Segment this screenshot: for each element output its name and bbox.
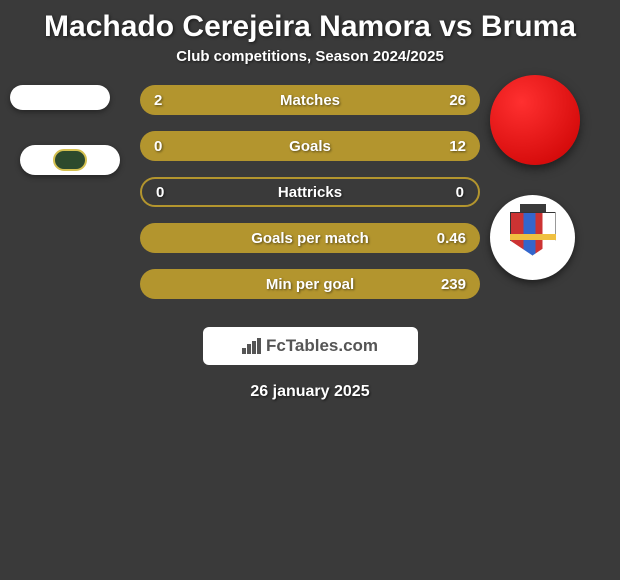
stat-row-min-per-goal: Min per goal 239 <box>140 269 480 299</box>
braga-crest-icon <box>510 212 556 264</box>
stat-left-value: 2 <box>154 92 162 109</box>
team-right-crest <box>490 195 575 280</box>
stat-label: Goals per match <box>140 230 480 247</box>
player-left-avatar <box>10 85 110 110</box>
stat-right-value: 239 <box>441 276 466 293</box>
comparison-panel: 2 Matches 26 0 Goals 12 0 Hattricks 0 Go… <box>0 85 620 315</box>
stat-row-hattricks: 0 Hattricks 0 <box>140 177 480 207</box>
stat-row-goals-per-match: Goals per match 0.46 <box>140 223 480 253</box>
stat-right-value: 0.46 <box>437 230 466 247</box>
left-player-column <box>10 85 120 175</box>
stat-row-matches: 2 Matches 26 <box>140 85 480 115</box>
player-right-avatar <box>490 75 580 165</box>
boavista-crest-icon <box>53 149 87 171</box>
right-player-column <box>490 85 600 280</box>
stat-label: Min per goal <box>140 276 480 293</box>
stat-right-value: 12 <box>449 138 466 155</box>
stat-right-value: 26 <box>449 92 466 109</box>
footer-date: 26 january 2025 <box>0 383 620 401</box>
team-left-crest <box>20 145 120 175</box>
stat-label: Hattricks <box>142 184 478 201</box>
stat-bars: 2 Matches 26 0 Goals 12 0 Hattricks 0 Go… <box>140 85 480 299</box>
stat-left-value: 0 <box>154 138 162 155</box>
bar-chart-icon <box>242 338 262 354</box>
stat-left-value: 0 <box>156 184 164 201</box>
stat-label: Goals <box>140 138 480 155</box>
branding-badge: FcTables.com <box>203 327 418 365</box>
page-title: Machado Cerejeira Namora vs Bruma <box>0 0 620 48</box>
stat-right-value: 0 <box>456 184 464 201</box>
branding-text: FcTables.com <box>266 336 378 356</box>
stat-label: Matches <box>140 92 480 109</box>
stat-row-goals: 0 Goals 12 <box>140 131 480 161</box>
